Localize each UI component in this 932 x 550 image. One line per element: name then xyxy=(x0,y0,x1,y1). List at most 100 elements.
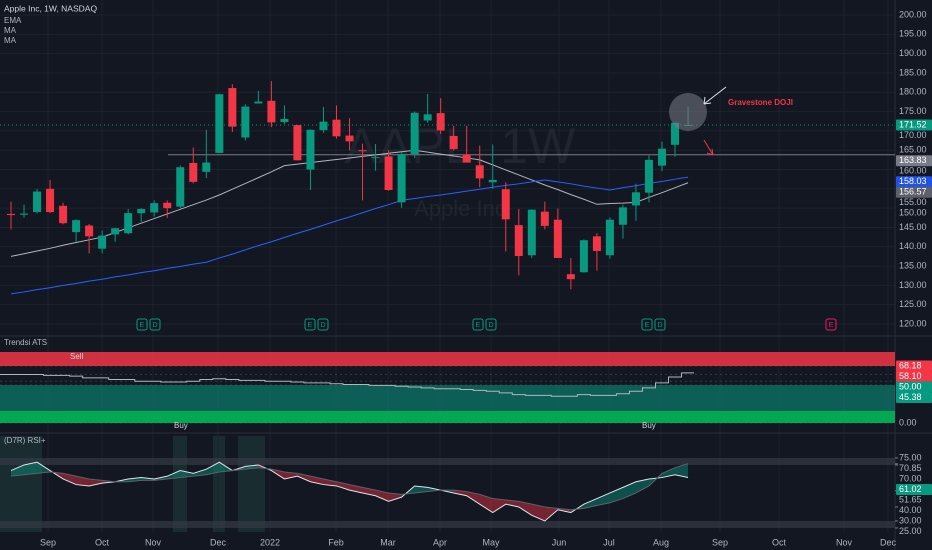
watermark-symbol: AAPL, 1W xyxy=(345,118,576,174)
candle-body xyxy=(111,228,120,235)
event-label: E xyxy=(140,322,145,329)
moving-average xyxy=(10,176,689,295)
rsi-cloud xyxy=(544,506,558,521)
rsi-cloud xyxy=(518,501,532,516)
candle-body xyxy=(566,274,575,280)
rsi-cloud xyxy=(414,485,428,493)
candle-body xyxy=(671,122,680,145)
rsi-highlight xyxy=(238,436,265,532)
candle-body xyxy=(241,106,250,138)
rsi-highlight xyxy=(0,436,42,532)
y-tick-label: 200.00 xyxy=(899,9,927,19)
x-tick-label: Nov xyxy=(836,537,853,547)
y-tick-label: 155.00 xyxy=(899,197,927,207)
candle-body xyxy=(618,207,627,225)
rsi-cloud xyxy=(388,492,402,502)
y-tick-label: 170.00 xyxy=(899,130,927,140)
candle-body xyxy=(176,167,185,207)
candle-body xyxy=(20,213,29,215)
y-tick-label: 175.00 xyxy=(899,106,927,116)
y-tick-label: 70.85 xyxy=(899,463,922,473)
rsi-cloud xyxy=(505,499,519,507)
y-tick-label: 145.00 xyxy=(899,222,927,232)
rsi-cloud xyxy=(63,473,77,485)
arrow-head xyxy=(706,148,714,156)
event-label: E xyxy=(829,322,834,329)
rsi-cloud xyxy=(323,478,337,486)
candle-body xyxy=(605,219,614,256)
candle-body xyxy=(254,101,263,104)
candle-body xyxy=(358,150,367,152)
event-label: E xyxy=(308,322,313,329)
rsi-cloud xyxy=(466,491,480,505)
event-icon xyxy=(136,318,148,331)
candle-body xyxy=(98,235,107,249)
y-tick-label: 190.00 xyxy=(899,48,927,58)
rsi-cloud xyxy=(479,494,493,513)
x-tick-label: Dec xyxy=(880,537,897,547)
event-label: E xyxy=(476,322,481,329)
arrow-head xyxy=(703,96,712,105)
indicator-label: EMA xyxy=(4,16,22,25)
rsi-cloud xyxy=(89,478,103,486)
y-tick-label: 195.00 xyxy=(899,29,927,39)
event-label: E xyxy=(645,322,650,329)
price-label-box xyxy=(896,381,932,393)
event-icon xyxy=(472,318,484,331)
candle-body xyxy=(215,94,224,153)
signal-label: Buy xyxy=(174,421,188,430)
candle-body xyxy=(579,240,588,273)
candle-body xyxy=(345,135,354,142)
candle-body xyxy=(319,121,328,131)
candle-body xyxy=(46,188,55,213)
price-label-box xyxy=(896,155,932,167)
ma-label: 158.03 xyxy=(899,176,927,186)
x-tick-label: Jun xyxy=(552,537,567,547)
candle-body xyxy=(293,125,302,161)
price-label-box xyxy=(896,371,932,383)
candle-body xyxy=(332,119,341,137)
y-tick-label: 75.00 xyxy=(899,452,922,462)
grid xyxy=(0,0,895,532)
candle-body xyxy=(124,213,133,234)
watermark-name: Apple Inc xyxy=(414,196,506,221)
rsi-band xyxy=(0,457,895,465)
event-label: D xyxy=(320,322,325,329)
candle-body xyxy=(7,213,15,216)
candle-body xyxy=(371,157,380,159)
x-tick-label: Oct xyxy=(772,537,787,547)
x-tick-label: Oct xyxy=(95,537,110,547)
event-icon xyxy=(825,318,837,331)
x-tick-label: Sep xyxy=(40,537,56,547)
x-tick-label: May xyxy=(482,537,500,547)
marks: Sep Oct Nov Dec 2022 Feb Mar Apr May Jun Jul Aug Sep… xyxy=(0,9,932,547)
event-icon xyxy=(641,318,653,331)
x-tick-label: Dec xyxy=(210,537,227,547)
event-icon xyxy=(654,318,666,331)
x-tick-label: Feb xyxy=(328,537,344,547)
candle-body xyxy=(85,225,94,237)
annotation: Gravestone DOJI xyxy=(728,98,793,107)
candle-body xyxy=(644,159,653,193)
rsi-cloud xyxy=(284,471,298,479)
candle-body xyxy=(514,225,523,257)
y-tick-label: 40.00 xyxy=(899,505,922,515)
y-tick-label: 165.00 xyxy=(899,145,927,155)
rsi-highlight xyxy=(213,436,225,532)
price-label-box xyxy=(896,483,932,495)
event-icon xyxy=(485,318,497,331)
candle-body xyxy=(553,219,562,258)
doji-highlight xyxy=(669,93,707,131)
rsi-highlight xyxy=(173,436,187,532)
sell-zone xyxy=(0,352,895,367)
candle-body xyxy=(59,205,68,224)
y-tick-label: 140.00 xyxy=(899,241,927,251)
candle-body xyxy=(527,209,536,256)
rsi-last-label: 61.02 xyxy=(899,484,922,494)
x-tick-label: Aug xyxy=(653,537,669,547)
arrow xyxy=(703,139,714,156)
rsi-cloud xyxy=(24,462,38,475)
x-tick-label: Nov xyxy=(145,537,162,547)
candle-body xyxy=(33,191,42,213)
